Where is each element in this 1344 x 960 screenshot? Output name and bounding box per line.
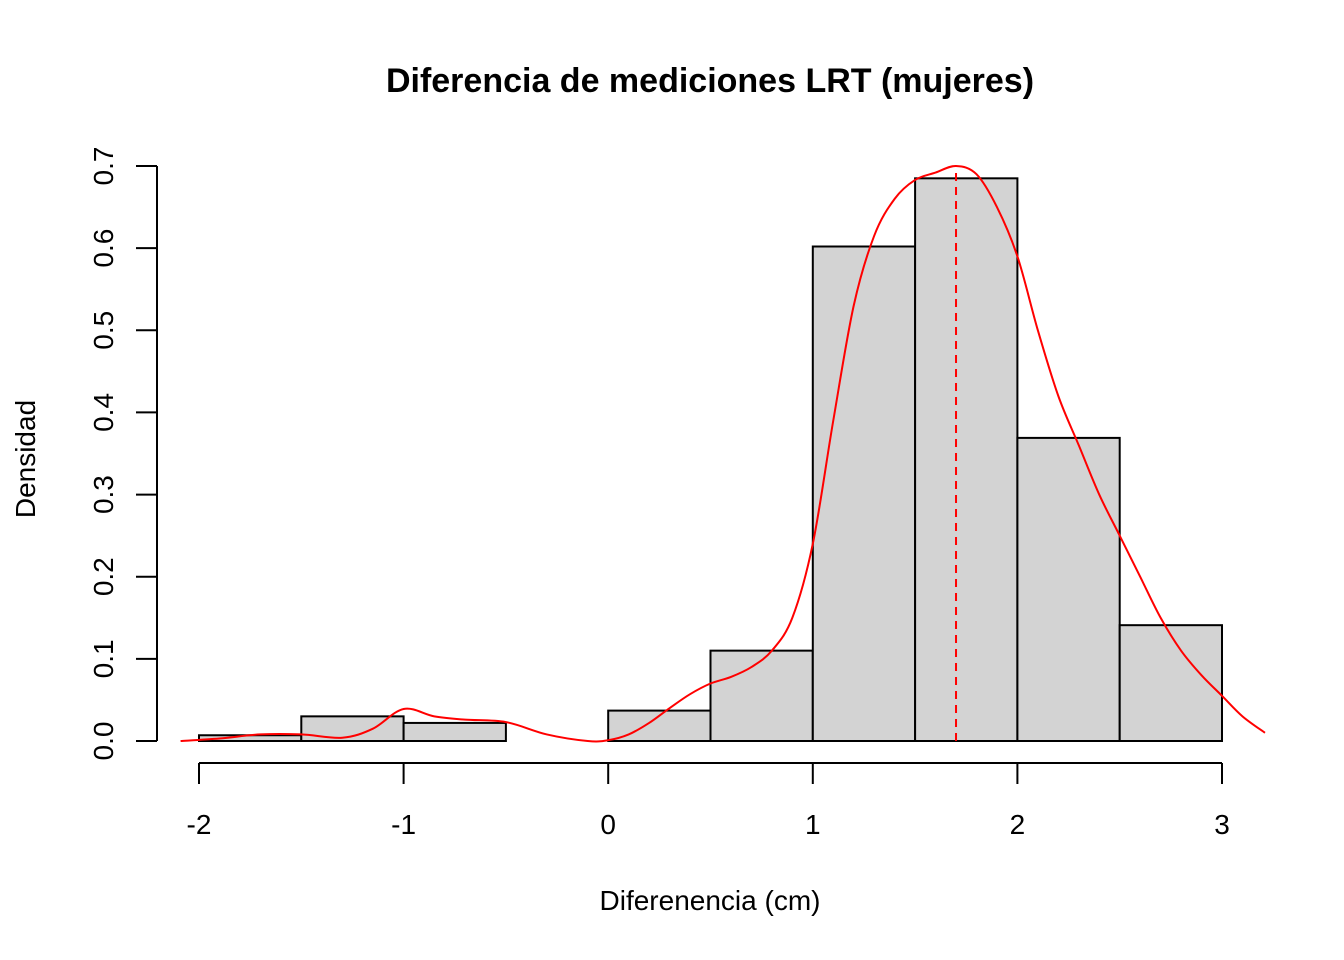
x-tick-label: 2 [1010,809,1026,840]
x-axis: -2 -1 0 1 2 3 [187,762,1230,840]
histogram-bars [198,177,1223,743]
x-tick-label: 1 [805,809,821,840]
histogram-bar-1 [300,715,405,742]
x-axis-label: Diferenencia (cm) [600,885,821,916]
density-curve-layer [180,164,1266,743]
histogram-bar-5 [709,649,814,743]
y-axis: 0.0 0.1 0.2 0.3 0.4 0.5 0.6 0.7 [88,147,158,761]
y-axis-label: Densidad [10,400,41,518]
histogram-bar-9 [1118,624,1223,743]
histogram-bar-2 [402,721,507,743]
x-tick-label: 3 [1214,809,1230,840]
histogram-bar-6 [811,245,917,742]
y-tick-label: 0.7 [88,147,119,186]
y-tick-label: 0.4 [88,393,119,432]
histogram-bar-8 [1016,436,1121,742]
x-tick-label: -2 [187,809,212,840]
y-tick-label: 0.1 [88,639,119,678]
y-tick-label: 0.2 [88,557,119,596]
x-tick-label: 0 [600,809,616,840]
y-tick-label: 0.3 [88,475,119,514]
x-tick-label: -1 [391,809,416,840]
y-tick-label: 0.0 [88,722,119,761]
y-tick-label: 0.5 [88,311,119,350]
y-tick-label: 0.6 [88,229,119,268]
density-curve [180,164,1266,743]
chart-title: Diferencia de mediciones LRT (mujeres) [386,62,1034,100]
histogram-bar-7 [914,177,1019,743]
